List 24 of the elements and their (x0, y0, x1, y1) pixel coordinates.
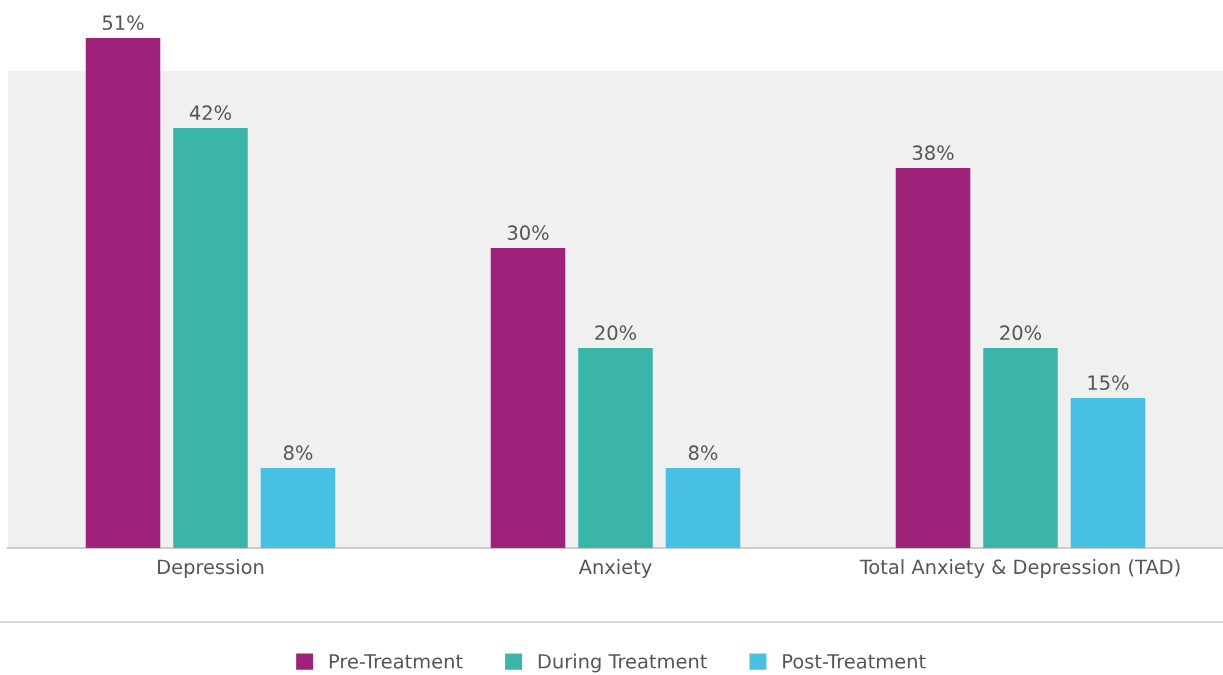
data-label: 20% (595, 325, 637, 341)
bar (1070, 398, 1146, 548)
data-label: 8% (283, 445, 313, 461)
bar (260, 468, 336, 548)
bar (665, 468, 741, 548)
legend-label: During Treatment (538, 653, 707, 673)
bar (85, 38, 161, 548)
data-label: 38% (912, 145, 954, 161)
data-label: 51% (102, 15, 144, 31)
legend-label: Post-Treatment (783, 654, 926, 669)
data-label: 8% (688, 445, 718, 461)
bar (173, 128, 248, 548)
bar (983, 348, 1058, 548)
x-tick-label: Anxiety (578, 559, 652, 578)
legend-label: Pre-Treatment (329, 654, 463, 669)
bar (490, 248, 566, 548)
x-tick-label: Total Anxiety & Depression (TAD) (859, 559, 1180, 578)
bar (895, 168, 971, 548)
bar (578, 348, 653, 548)
data-label: 20% (1000, 325, 1042, 341)
x-tick-label: Depression (158, 559, 264, 578)
data-label: 42% (189, 105, 232, 121)
data-label: 30% (507, 225, 549, 241)
data-label: 15% (1088, 375, 1129, 391)
